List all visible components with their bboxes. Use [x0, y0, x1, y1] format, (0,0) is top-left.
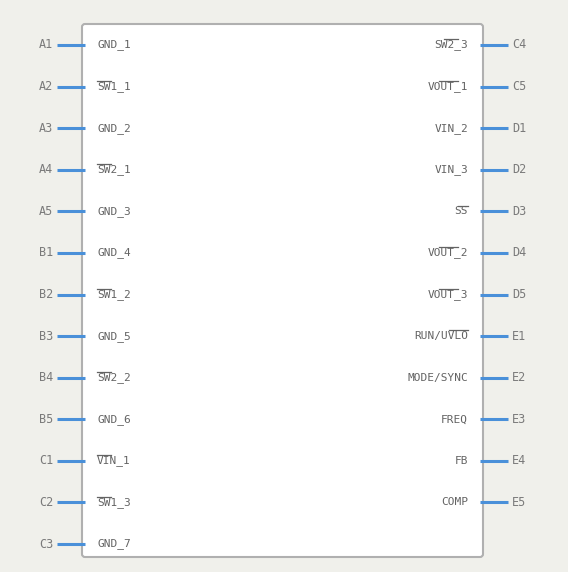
- Text: A1: A1: [39, 38, 53, 51]
- Text: E4: E4: [512, 454, 526, 467]
- Text: E1: E1: [512, 329, 526, 343]
- Text: D4: D4: [512, 247, 526, 260]
- Text: GND_2: GND_2: [97, 123, 131, 134]
- Text: A3: A3: [39, 122, 53, 134]
- Text: B5: B5: [39, 413, 53, 426]
- Text: E3: E3: [512, 413, 526, 426]
- Text: C2: C2: [39, 496, 53, 509]
- Text: MODE/SYNC: MODE/SYNC: [407, 373, 468, 383]
- Text: C1: C1: [39, 454, 53, 467]
- Text: A2: A2: [39, 80, 53, 93]
- Text: VIN_2: VIN_2: [435, 123, 468, 134]
- Text: SW2_3: SW2_3: [435, 39, 468, 50]
- Text: B2: B2: [39, 288, 53, 301]
- Text: SW2_2: SW2_2: [97, 372, 131, 383]
- Text: VOUT_3: VOUT_3: [428, 289, 468, 300]
- Text: VOUT_1: VOUT_1: [428, 81, 468, 92]
- Text: GND_7: GND_7: [97, 539, 131, 550]
- Text: GND_5: GND_5: [97, 331, 131, 341]
- Text: GND_4: GND_4: [97, 248, 131, 259]
- Text: GND_3: GND_3: [97, 206, 131, 217]
- Text: FREQ: FREQ: [441, 414, 468, 424]
- Text: D1: D1: [512, 122, 526, 134]
- Text: D3: D3: [512, 205, 526, 218]
- Text: FB: FB: [454, 456, 468, 466]
- FancyBboxPatch shape: [82, 24, 483, 557]
- Text: VOUT_2: VOUT_2: [428, 248, 468, 259]
- Text: RUN/UVLO: RUN/UVLO: [414, 331, 468, 341]
- Text: A4: A4: [39, 163, 53, 176]
- Text: VIN_3: VIN_3: [435, 164, 468, 175]
- Text: C3: C3: [39, 538, 53, 550]
- Text: C5: C5: [512, 80, 526, 93]
- Text: D2: D2: [512, 163, 526, 176]
- Text: SW1_3: SW1_3: [97, 497, 131, 508]
- Text: GND_6: GND_6: [97, 414, 131, 424]
- Text: A5: A5: [39, 205, 53, 218]
- Text: E5: E5: [512, 496, 526, 509]
- Text: B1: B1: [39, 247, 53, 260]
- Text: SW2_1: SW2_1: [97, 164, 131, 175]
- Text: D5: D5: [512, 288, 526, 301]
- Text: COMP: COMP: [441, 498, 468, 507]
- Text: C4: C4: [512, 38, 526, 51]
- Text: B4: B4: [39, 371, 53, 384]
- Text: VIN_1: VIN_1: [97, 455, 131, 466]
- Text: SS: SS: [454, 206, 468, 216]
- Text: SW1_2: SW1_2: [97, 289, 131, 300]
- Text: E2: E2: [512, 371, 526, 384]
- Text: SW1_1: SW1_1: [97, 81, 131, 92]
- Text: GND_1: GND_1: [97, 39, 131, 50]
- Text: B3: B3: [39, 329, 53, 343]
